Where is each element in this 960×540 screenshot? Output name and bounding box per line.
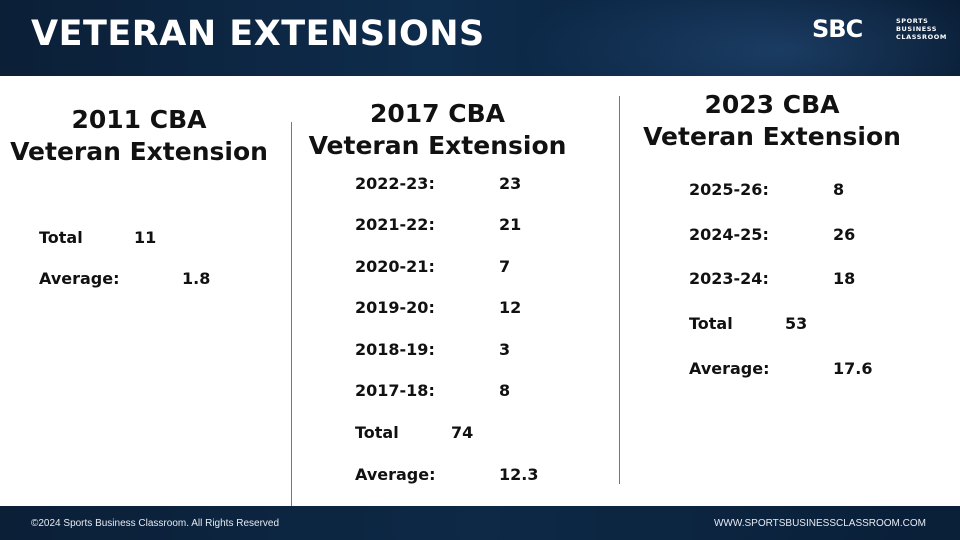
stat-value: 26 bbox=[833, 225, 856, 244]
column-title-subtitle: Veteran Extension bbox=[643, 122, 901, 151]
stat-row-2017-18: 2017-18: 8 bbox=[355, 381, 510, 401]
header-banner: VETERAN EXTENSIONS SBC SPORTS BUSINESS C… bbox=[0, 0, 960, 76]
stat-value: 1.8 bbox=[182, 269, 211, 288]
column-title-year: 2017 CBA bbox=[369, 99, 506, 128]
logo-line-classroom: CLASSROOM bbox=[896, 33, 947, 41]
stat-value: 11 bbox=[134, 228, 157, 247]
column-title: 2011 CBA Veteran Extension bbox=[0, 104, 278, 168]
logo-wordmark: SPORTS BUSINESS CLASSROOM bbox=[896, 17, 956, 41]
stat-label: 2018-19: bbox=[355, 340, 435, 359]
stat-value: 8 bbox=[499, 381, 511, 400]
stat-row-total: Total 11 bbox=[39, 228, 156, 248]
stat-label: 2021-22: bbox=[355, 215, 435, 234]
column-divider bbox=[291, 122, 292, 510]
stat-label: 2022-23: bbox=[355, 174, 435, 193]
stat-label: Total bbox=[689, 314, 733, 333]
stat-label: Total bbox=[39, 228, 83, 247]
column-title: 2017 CBA Veteran Extension bbox=[300, 98, 575, 162]
stat-row-2021-22: 2021-22: 21 bbox=[355, 215, 521, 235]
stat-label: Average: bbox=[355, 465, 436, 484]
stat-row-total: Total 53 bbox=[689, 314, 807, 334]
stat-value: 12.3 bbox=[499, 465, 539, 484]
column-title-year: 2023 CBA bbox=[704, 90, 840, 119]
stat-value: 53 bbox=[785, 314, 808, 333]
stat-row-2020-21: 2020-21: 7 bbox=[355, 257, 510, 277]
stat-label: 2020-21: bbox=[355, 257, 435, 276]
column-title-subtitle: Veteran Extension bbox=[10, 137, 268, 166]
stat-value: 8 bbox=[833, 180, 845, 199]
sbc-logo: SBC SPORTS BUSINESS CLASSROOM bbox=[812, 15, 947, 45]
stat-value: 7 bbox=[499, 257, 511, 276]
stat-label: Total bbox=[355, 423, 399, 442]
stat-row-2024-25: 2024-25: 26 bbox=[689, 225, 855, 245]
stat-row-2025-26: 2025-26: 8 bbox=[689, 180, 844, 200]
stat-row-2018-19: 2018-19: 3 bbox=[355, 340, 510, 360]
stat-value: 21 bbox=[499, 215, 522, 234]
footer-bar: ©2024 Sports Business Classroom. All Rig… bbox=[0, 506, 960, 540]
stat-row-total: Total 74 bbox=[355, 423, 473, 443]
website-link[interactable]: WWW.SPORTSBUSINESSCLASSROOM.COM bbox=[713, 518, 926, 529]
stat-value: 23 bbox=[499, 174, 522, 193]
stat-label: 2017-18: bbox=[355, 381, 435, 400]
column-divider bbox=[619, 96, 620, 484]
stat-label: 2024-25: bbox=[689, 225, 769, 244]
stat-row-2023-24: 2023-24: 18 bbox=[689, 269, 855, 289]
stat-label: Average: bbox=[689, 359, 770, 378]
stat-value: 74 bbox=[451, 423, 474, 442]
stat-label: 2019-20: bbox=[355, 298, 435, 317]
column-title: 2023 CBA Veteran Extension bbox=[633, 89, 911, 153]
stat-label: 2025-26: bbox=[689, 180, 769, 199]
stat-value: 17.6 bbox=[833, 359, 873, 378]
page-title: VETERAN EXTENSIONS bbox=[31, 14, 485, 54]
logo-mark: SBC bbox=[812, 15, 863, 43]
stat-label: Average: bbox=[39, 269, 120, 288]
stat-label: 2023-24: bbox=[689, 269, 769, 288]
stat-value: 3 bbox=[499, 340, 511, 359]
stat-value: 18 bbox=[833, 269, 856, 288]
stat-row-average: Average: 1.8 bbox=[39, 269, 210, 289]
stat-row-average: Average: 17.6 bbox=[689, 359, 872, 379]
column-title-subtitle: Veteran Extension bbox=[308, 131, 567, 160]
stat-row-2022-23: 2022-23: 23 bbox=[355, 174, 521, 194]
stat-row-2019-20: 2019-20: 12 bbox=[355, 298, 521, 318]
logo-line-sports: SPORTS bbox=[896, 17, 929, 25]
logo-line-business: BUSINESS bbox=[896, 25, 938, 33]
copyright-notice: ©2024 Sports Business Classroom. All Rig… bbox=[31, 518, 280, 529]
stat-value: 12 bbox=[499, 298, 522, 317]
column-title-year: 2011 CBA bbox=[71, 105, 207, 134]
stat-row-average: Average: 12.3 bbox=[355, 465, 538, 485]
